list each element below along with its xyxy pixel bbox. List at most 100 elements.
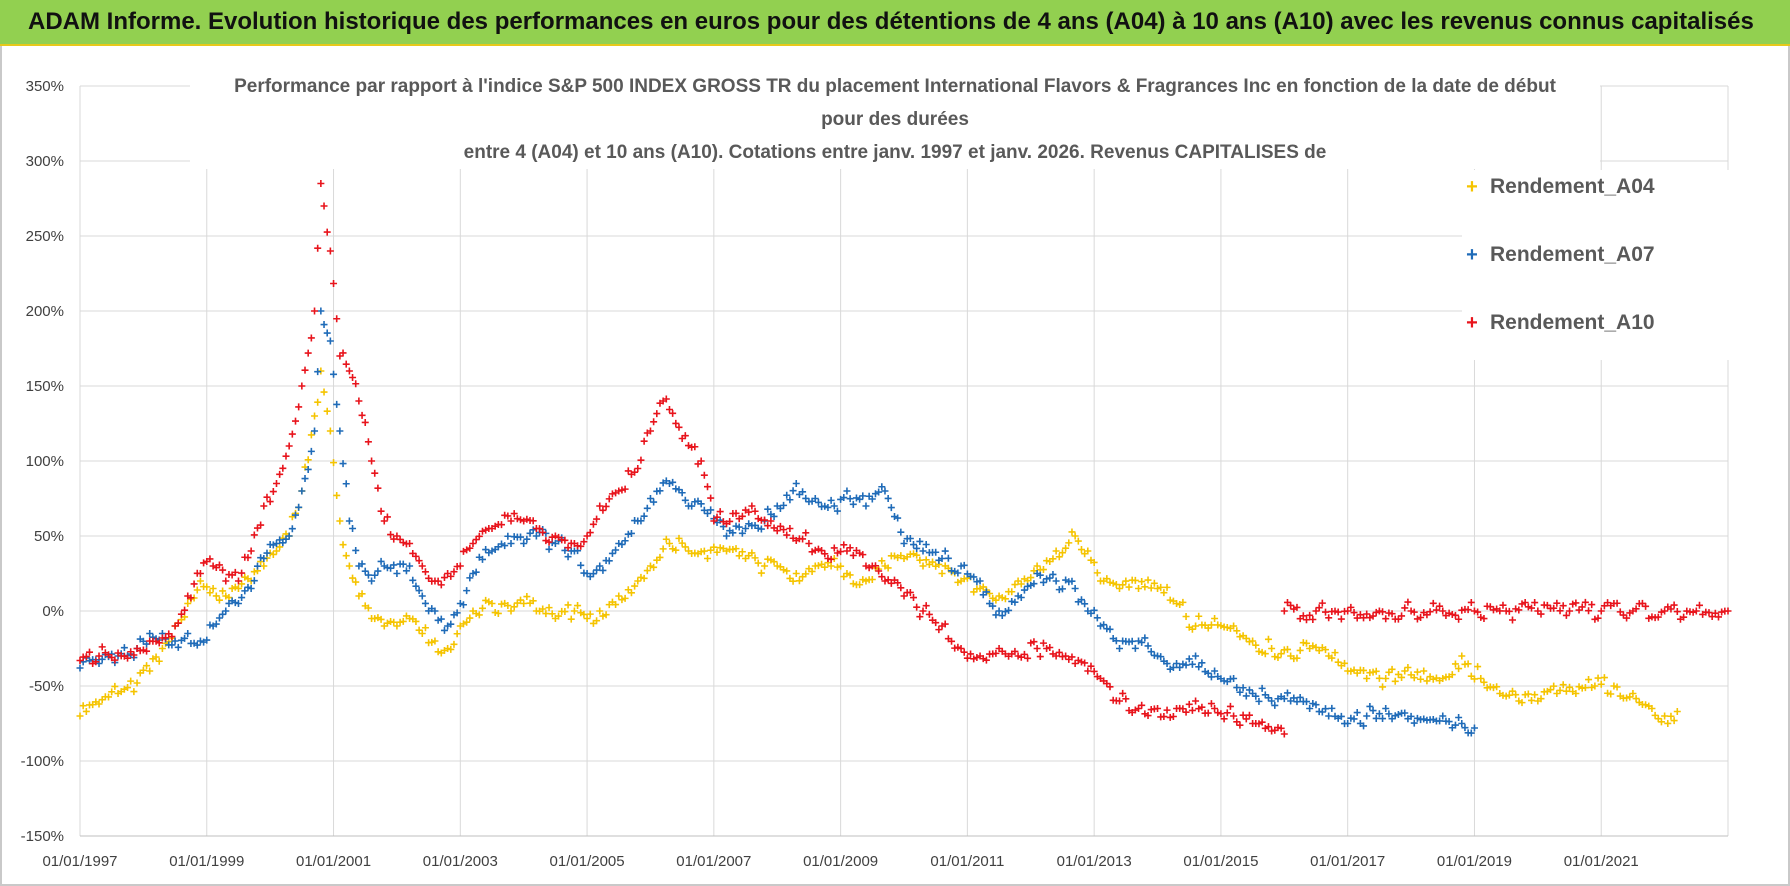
point-rendement-a04-interp [1369,668,1377,676]
point-rendement-a07-interp [1252,692,1260,700]
point-rendement-a10-interp [1302,616,1310,624]
point-rendement-a04-interp [1559,681,1567,689]
legend-marker-a04: + [1466,175,1478,198]
point-rendement-a07-interp [1100,621,1108,629]
point-rendement-a04 [133,679,141,687]
point-rendement-a04-interp [1226,624,1234,632]
point-rendement-a04-interp [1417,675,1425,683]
point-rendement-a04-interp [1195,612,1203,620]
point-rendement-a07-interp [212,620,220,628]
point-rendement-a04-interp [1277,650,1285,658]
point-rendement-a07-interp [1451,721,1459,729]
point-rendement-a07-interp [608,549,616,557]
point-rendement-a10-interp [1670,601,1678,609]
point-rendement-a04 [646,562,654,570]
point-rendement-a07-interp [973,578,981,586]
point-rendement-a07-interp [1204,669,1212,677]
point-rendement-a07-interp [998,612,1006,620]
point-rendement-a10-interp [1524,603,1532,611]
point-rendement-a07-interp [1090,606,1098,614]
point-rendement-a07-interp [1036,571,1044,579]
point-rendement-a04-interp [1065,539,1073,547]
point-rendement-a04-interp [228,584,236,592]
point-rendement-a10 [247,547,255,555]
point-rendement-a04-interp [555,612,563,620]
point-rendement-a04-interp [1518,699,1526,707]
point-rendement-a07-interp [770,512,778,520]
point-rendement-a07-interp [1255,697,1263,705]
point-rendement-a10-interp [1642,602,1650,610]
point-rendement-a04-interp [371,615,379,623]
point-rendement-a04-interp [1093,569,1101,577]
point-rendement-a07-interp [1093,614,1101,622]
point-rendement-a07-interp [802,494,810,502]
point-rendement-a10 [551,532,559,540]
point-rendement-a07-interp [1030,580,1038,588]
point-rendement-a10-interp [374,484,382,492]
point-rendement-a04-interp [1302,639,1310,647]
point-rendement-a04-interp [1331,649,1339,657]
point-rendement-a04-interp [1182,612,1190,620]
point-rendement-a04-interp [1258,648,1266,656]
point-rendement-a10 [1192,697,1200,705]
point-rendement-a10-interp [1528,604,1536,612]
point-rendement-a10 [634,465,642,472]
point-rendement-a07-interp [1017,593,1025,601]
point-rendement-a07-interp [1141,634,1149,642]
point-rendement-a07-interp [1169,663,1177,671]
point-rendement-a04-interp [627,589,635,597]
point-rendement-a07-interp [814,498,822,506]
point-rendement-a10-interp [504,512,512,520]
point-rendement-a04-interp [276,543,284,551]
point-rendement-a04-interp [1474,663,1482,671]
point-rendement-a04-interp [1664,719,1672,727]
point-rendement-a07-interp [707,506,715,514]
point-rendement-a04-interp [802,570,810,578]
point-rendement-a04 [1268,645,1276,652]
point-rendement-a04 [184,600,192,607]
point-rendement-a10-interp [1188,706,1196,714]
point-rendement-a04-interp [599,612,607,620]
point-rendement-a10-interp [589,520,597,528]
point-rendement-a07-interp [1112,637,1120,645]
point-rendement-a07-interp [577,561,585,569]
point-rendement-a07-interp [523,535,531,543]
point-rendement-a10-interp [485,525,493,533]
point-rendement-a10 [957,645,965,652]
point-rendement-a10-interp [1322,608,1330,616]
report-banner: ADAM Informe. Evolution historique des p… [0,0,1790,46]
point-rendement-a04-interp [1001,595,1009,603]
point-rendement-a04-interp [631,582,639,590]
point-rendement-a10 [748,502,756,510]
point-rendement-a10-interp [219,566,227,574]
point-rendement-a07 [1382,705,1390,712]
point-rendement-a04-interp [421,624,429,632]
point-rendement-a10-interp [1214,709,1222,717]
point-rendement-a10-interp [1429,599,1437,607]
point-rendement-a04-interp [1626,693,1634,701]
point-rendement-a04-interp [837,562,845,570]
point-rendement-a10-interp [536,525,544,533]
point-rendement-a04-interp [352,578,360,586]
y-tick-label: 150% [26,378,64,395]
point-rendement-a10-interp [1103,680,1111,688]
legend-marker-a10: + [1466,311,1478,334]
point-rendement-a10-interp [802,529,810,537]
point-rendement-a07-interp [333,400,341,408]
point-rendement-a07 [843,487,851,495]
point-rendement-a04 [1192,622,1200,630]
point-rendement-a10-interp [672,419,680,427]
point-rendement-a04-interp [929,558,937,566]
point-rendement-a04-interp [1264,635,1272,643]
point-rendement-a07-interp [697,500,705,508]
point-rendement-a10-interp [586,529,594,537]
point-rendement-a10-interp [1049,650,1057,658]
point-rendement-a04 [615,592,623,600]
point-rendement-a10-interp [751,507,759,515]
point-rendement-a10-interp [377,507,385,515]
point-rendement-a10 [298,382,306,390]
point-rendement-a10-interp [1645,614,1653,622]
point-rendement-a04-interp [1245,638,1253,646]
x-tick-label: 01/01/2015 [1183,853,1258,870]
point-rendement-a10-interp [1106,683,1114,691]
